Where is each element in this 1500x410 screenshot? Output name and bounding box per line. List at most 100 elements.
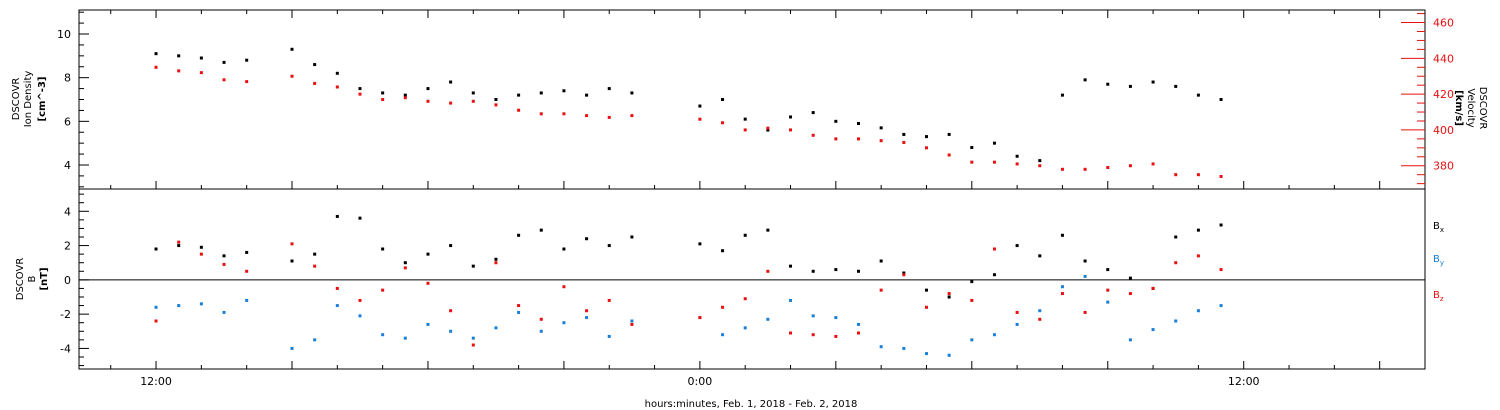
- data-point-by: [290, 346, 294, 350]
- data-point-bz: [154, 319, 158, 323]
- data-point-ion-density: [1174, 84, 1178, 88]
- data-point-by: [970, 338, 974, 342]
- data-point-by: [177, 304, 181, 308]
- data-point-bx: [1128, 276, 1132, 280]
- data-point-bz: [834, 334, 838, 338]
- data-point-bz: [992, 247, 996, 251]
- density-velocity-panel: 4 6 8 10 380 400 420 440 460 DSCOVR Ion Density…: [11, 9, 1488, 190]
- data-point-velocity: [1196, 173, 1200, 177]
- y-tick-label-left: 10: [57, 28, 71, 41]
- data-point-bz: [1174, 261, 1178, 265]
- data-point-by: [811, 314, 815, 318]
- data-point-velocity: [607, 115, 611, 119]
- data-point-ion-density: [449, 80, 453, 84]
- data-point-by: [630, 319, 634, 323]
- data-point-velocity: [539, 112, 543, 116]
- data-point-velocity: [199, 71, 203, 75]
- data-point-bz: [494, 261, 498, 265]
- data-point-by: [721, 333, 725, 337]
- bottom-data-points: [154, 214, 1223, 357]
- y-tick-label-bottom: 4: [64, 205, 71, 218]
- data-point-by: [1128, 338, 1132, 342]
- data-point-ion-density: [562, 89, 566, 93]
- bottom-left-label-line2: B: [27, 275, 38, 282]
- data-point-bz: [1219, 268, 1223, 272]
- data-point-ion-density: [245, 58, 249, 62]
- data-point-bx: [1060, 233, 1064, 237]
- data-point-bx: [358, 216, 362, 220]
- bottom-left-axis: -4 -2 0 2 4: [60, 193, 89, 367]
- data-point-velocity: [222, 78, 226, 82]
- data-point-by: [403, 336, 407, 340]
- data-point-by: [947, 353, 951, 357]
- data-point-velocity: [1174, 173, 1178, 177]
- data-point-velocity: [766, 126, 770, 130]
- data-point-velocity: [335, 85, 339, 89]
- data-point-bx: [857, 269, 861, 273]
- data-point-ion-density: [585, 93, 589, 97]
- data-point-by: [1060, 285, 1064, 289]
- top-left-label-line1: DSCOVR: [11, 78, 22, 121]
- data-point-bz: [290, 242, 294, 246]
- data-point-bx: [1174, 235, 1178, 239]
- y-tick-label-left: 4: [64, 159, 71, 172]
- data-point-velocity: [743, 128, 747, 132]
- y-tick-label-right: 440: [1433, 52, 1454, 65]
- y-tick-label-bottom: 2: [64, 240, 71, 253]
- data-point-ion-density: [517, 93, 521, 97]
- data-point-ion-density: [630, 91, 634, 95]
- data-point-bz: [1060, 292, 1064, 296]
- data-point-ion-density: [1038, 159, 1042, 163]
- data-point-by: [381, 333, 385, 337]
- data-point-ion-density: [970, 146, 974, 150]
- data-point-bx: [177, 244, 181, 248]
- data-point-ion-density: [1106, 82, 1110, 86]
- data-point-velocity: [494, 103, 498, 107]
- data-point-bx: [154, 247, 158, 251]
- data-point-ion-density: [154, 52, 158, 56]
- legend-entry-by: By: [1433, 254, 1444, 267]
- data-point-ion-density: [879, 126, 883, 130]
- data-point-by: [1219, 304, 1223, 308]
- data-point-ion-density: [857, 122, 861, 126]
- top-left-axis: 4 6 8 10: [57, 11, 89, 188]
- data-point-bz: [358, 298, 362, 302]
- data-point-bx: [1196, 228, 1200, 232]
- data-point-ion-density: [177, 54, 181, 58]
- data-point-ion-density: [766, 128, 770, 132]
- data-point-ion-density: [426, 87, 430, 91]
- top-right-axis: 380 400 420 440 460: [1401, 13, 1454, 185]
- data-point-by: [539, 329, 543, 333]
- data-point-bx: [403, 261, 407, 265]
- data-point-bz: [924, 305, 928, 309]
- data-point-by: [517, 310, 521, 314]
- top-panel-frame: [78, 9, 1426, 190]
- y-tick-label-bottom: 0: [64, 274, 71, 287]
- data-point-bx: [992, 273, 996, 277]
- data-point-ion-density: [789, 115, 793, 119]
- data-point-by: [494, 326, 498, 330]
- data-point-bx: [947, 295, 951, 299]
- data-point-velocity: [154, 65, 158, 69]
- data-point-bx: [811, 269, 815, 273]
- data-point-bx: [743, 233, 747, 237]
- data-point-velocity: [1128, 164, 1132, 168]
- data-point-by: [154, 305, 158, 309]
- legend-entry-bx: Bx: [1433, 221, 1444, 234]
- data-point-by: [857, 322, 861, 326]
- data-point-ion-density: [381, 91, 385, 95]
- data-point-ion-density: [1151, 80, 1155, 84]
- data-point-bz: [970, 298, 974, 302]
- bottom-x-axis: 12:00 0:00 12:00: [110, 361, 1426, 388]
- top-left-label-line2: Ion Density: [23, 71, 34, 128]
- data-point-velocity: [517, 108, 521, 112]
- data-point-velocity: [403, 96, 407, 100]
- data-point-ion-density: [1219, 98, 1223, 101]
- data-point-by: [834, 316, 838, 320]
- data-point-ion-density: [1015, 154, 1019, 158]
- top-left-label-line3: [cm^-3]: [37, 77, 48, 122]
- data-point-bz: [607, 298, 611, 302]
- data-point-velocity: [789, 128, 793, 132]
- data-point-by: [1083, 274, 1087, 278]
